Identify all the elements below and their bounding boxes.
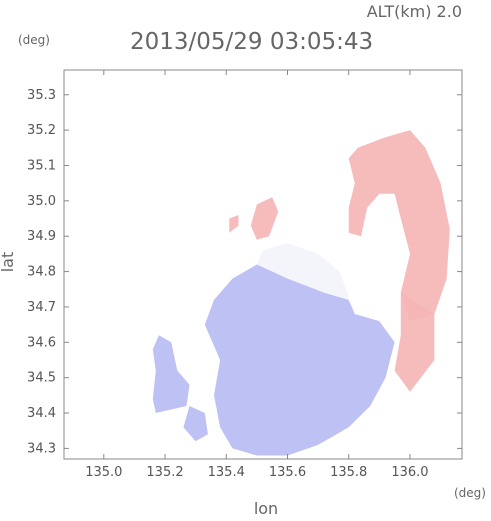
x-tick-label: 135.2 [146, 465, 183, 480]
x-tick-label: 135.4 [208, 465, 245, 480]
echo-region-north-east-positive [348, 130, 450, 322]
x-tick-label: 136.0 [391, 465, 428, 480]
y-tick-label: 34.9 [27, 229, 56, 244]
echo-region-south-west-negative [183, 406, 208, 442]
y-tick-label: 35.3 [27, 88, 56, 103]
x-axis-label: lon [254, 499, 278, 518]
echo-region-central-neutral [256, 243, 349, 307]
plot-area [152, 130, 450, 456]
y-tick-label: 34.4 [27, 406, 56, 421]
plot-frame [63, 69, 463, 460]
timestamp-title: 2013/05/29 03:05:43 [130, 29, 373, 55]
echo-region-west-negative [152, 335, 190, 413]
y-tick-label: 34.6 [27, 335, 56, 350]
x-tick-label: 135.8 [330, 465, 367, 480]
echo-region-north-small-positive [229, 215, 239, 233]
y-tick-label: 34.3 [27, 441, 56, 456]
x-unit-label: (deg) [454, 486, 486, 500]
y-axis-label: lat [0, 252, 17, 273]
y-unit-label: (deg) [18, 33, 50, 47]
y-tick-label: 35.2 [27, 123, 56, 138]
y-tick-label: 34.5 [27, 371, 56, 386]
echo-region-north-island-positive [250, 197, 279, 240]
x-tick-label: 135.6 [269, 465, 306, 480]
y-tick-label: 34.8 [27, 265, 56, 280]
x-tick-label: 135.0 [85, 465, 122, 480]
x-axis-ticks: 135.0 135.2 135.4 135.6 135.8 136.0 [85, 70, 429, 480]
altitude-label: ALT(km) 2.0 [367, 2, 462, 21]
y-axis-ticks: 34.3 34.4 34.5 34.6 34.7 34.8 34.9 35.0 35.1 35.2… [27, 88, 462, 456]
echo-region-central-negative [204, 264, 395, 456]
y-tick-label: 34.7 [27, 300, 56, 315]
y-tick-label: 35.1 [27, 158, 56, 173]
echo-region-east-band-positive [394, 292, 435, 392]
y-tick-label: 35.0 [27, 194, 56, 209]
